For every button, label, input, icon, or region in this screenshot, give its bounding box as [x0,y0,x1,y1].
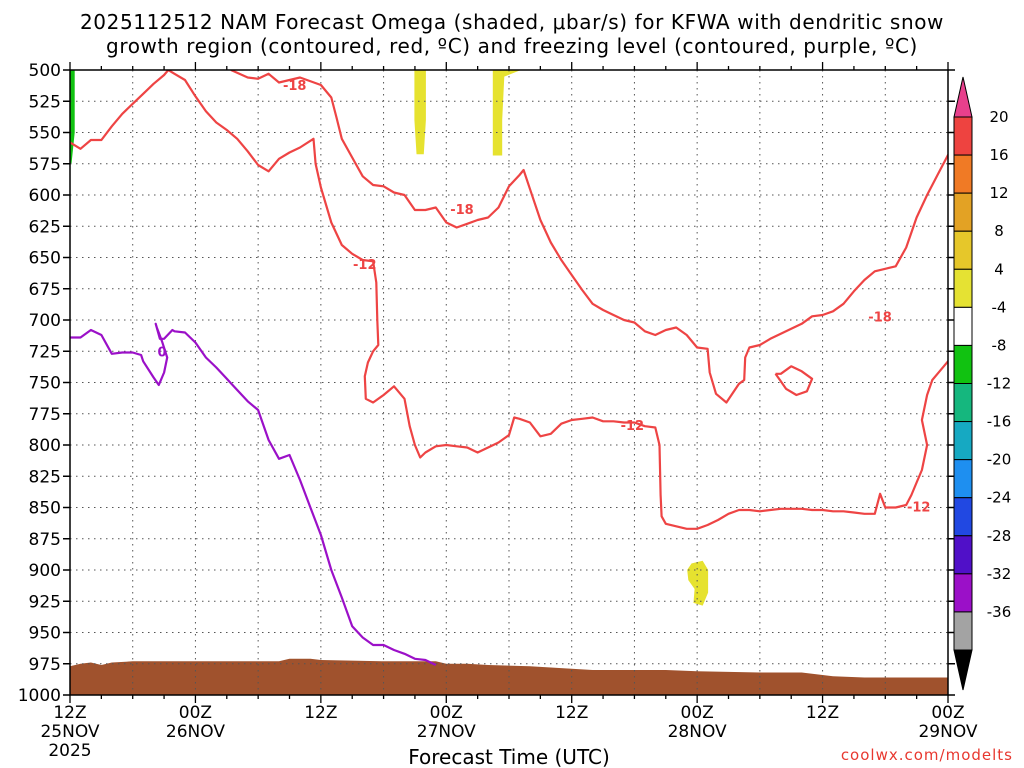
colorbar-tick-label: -28 [987,527,1012,545]
omega-region-1 [414,70,426,155]
x-tick-label: 12Z [555,703,588,723]
contour-label: -12 [907,500,931,515]
colorbar-tick-label: 16 [989,146,1008,164]
omega-region-4 [70,70,75,165]
colorbar-tick-label: -12 [987,375,1012,393]
contour-label: -18 [283,79,307,94]
colorbar-tick-label: 12 [989,184,1008,202]
colorbar-top-arrow [953,76,973,118]
colorbar-bottom-arrow [953,649,973,691]
colorbar-tick-label: 8 [994,222,1004,240]
colorbar-band [953,268,973,308]
y-tick-label: 625 [29,217,61,237]
y-tick-label: 725 [29,342,61,362]
y-tick-label: 850 [29,499,61,519]
contour-line-2 [230,70,948,404]
colorbar-band [953,306,973,346]
contour-line-1 [70,70,170,150]
colorbar-tick-label: -36 [987,603,1012,621]
y-tick-label: 525 [29,92,61,112]
contour-line-4 [774,365,814,397]
y-tick-label: 575 [29,155,61,175]
chart-title-line-2: growth region (contoured, red, ºC) and f… [106,34,918,58]
contour-label: -12 [621,419,645,434]
omega-shading [70,70,709,606]
x-date-label: 28NOV [668,722,727,742]
credit-text: coolwx.com/modelts [841,746,1013,764]
colorbar-band [953,383,973,423]
contour-label: 0 [157,345,166,360]
colorbar-tick-label: -20 [987,451,1012,469]
chart-title-line-1: 2025112512 NAM Forecast Omega (shaded, μ… [80,10,944,34]
x-date-label: 25NOV [40,722,99,742]
colorbar-tick-label: -16 [987,413,1012,431]
x-date-label: 27NOV [417,722,476,742]
x-year-label: 2025 [48,741,91,761]
colorbar: 20 16 12 8 4 -4 -8 -12 -16 -20 -24 -28 -32 -36 [953,76,1012,691]
x-date-label: 26NOV [166,722,225,742]
y-tick-label: 825 [29,467,61,487]
contour-line-3 [167,70,948,530]
y-tick-label: 650 [29,249,61,269]
y-tick-label: 925 [29,592,61,612]
y-tick-label: 800 [29,436,61,456]
colorbar-tick-label: -24 [987,489,1012,507]
plot-area: -18 -18 -12 -12 -18 -12 0 [69,69,949,696]
y-tick-label: 875 [29,530,61,550]
x-tick-label: 12Z [304,703,337,723]
omega-region-2 [492,70,520,156]
x-date-label: 29NOV [918,722,977,742]
y-tick-label: 700 [29,311,61,331]
y-tick-label: 775 [29,405,61,425]
contour-label: -18 [450,203,474,218]
x-tick-label: 00Z [430,703,463,723]
y-tick-label: 675 [29,280,61,300]
y-tick-label: 750 [29,374,61,394]
y-tick-label: 500 [29,61,61,81]
colorbar-band [953,116,973,156]
colorbar-tick-label: 4 [994,260,1004,278]
contours [70,70,948,666]
y-tick-label: 550 [29,124,61,144]
colorbar-tick-label: -4 [992,298,1007,316]
x-tick-label: 00Z [931,703,964,723]
y-tick-label: 950 [29,624,61,644]
contour-label: -12 [353,258,377,273]
y-tick-label: 975 [29,655,61,675]
y-axis: 500 525 550 575 600 625 650 675 700 725 750 775 800 8… [18,61,955,706]
colorbar-tick-label: -8 [992,336,1007,354]
y-tick-label: 1000 [18,686,61,706]
colorbar-band [953,154,973,194]
contour-label: -18 [868,310,892,325]
colorbar-band [953,535,973,575]
y-tick-label: 600 [29,186,61,206]
grid [70,70,948,695]
colorbar-band [953,421,973,461]
contour-labels: -18 -18 -12 -12 -18 -12 0 [157,79,930,515]
contour-line-5 [70,322,437,666]
y-tick-label: 900 [29,561,61,581]
x-tick-label: 12Z [53,703,86,723]
x-tick-label: 00Z [681,703,714,723]
x-tick-label: 12Z [806,703,839,723]
colorbar-tick-label: 20 [989,108,1008,126]
colorbar-band [953,344,973,384]
colorbar-band [953,573,973,613]
x-tick-label: 00Z [179,703,212,723]
x-axis-label: Forecast Time (UTC) [408,745,610,768]
omega-region-3 [687,560,709,606]
colorbar-tick-label: -32 [987,565,1012,583]
colorbar-band [953,192,973,232]
colorbar-band [953,611,973,651]
colorbar-band [953,497,973,537]
colorbar-band [953,459,973,499]
colorbar-band [953,230,973,270]
